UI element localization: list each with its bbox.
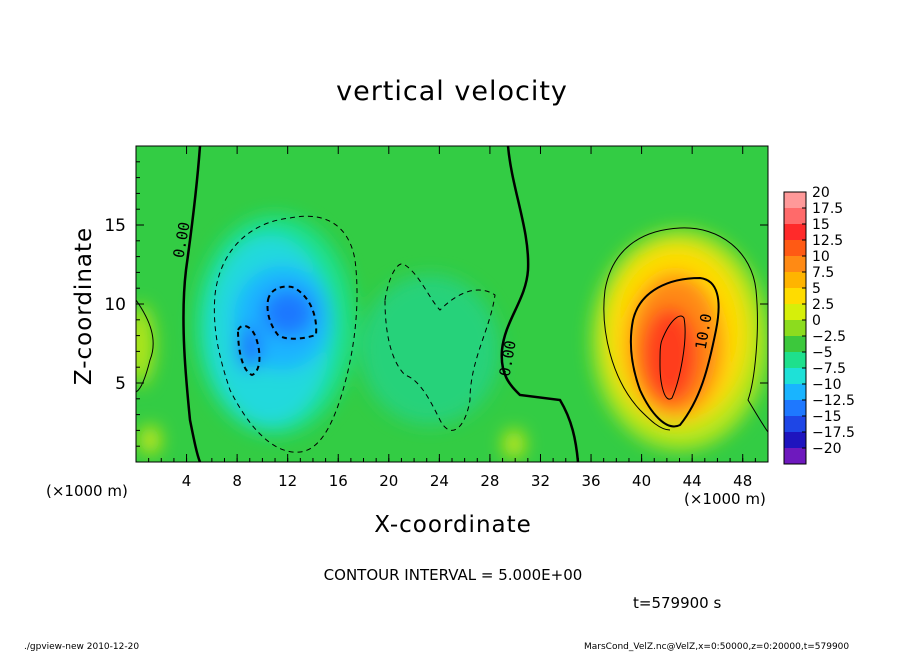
colorbar-swatch [784,368,806,385]
colorbar-label: 2.5 [812,297,834,313]
x-tick-label: 48 [733,472,752,490]
colorbar-swatch [784,384,806,401]
colorbar-label: 15 [812,217,830,233]
x-axis-label: X-coordinate [374,512,532,538]
colorbar-label: 17.5 [812,201,843,217]
five-contour-right [603,227,768,462]
x-unit-label-left: (×1000 m) [46,482,128,500]
downdraft-core-a [262,289,314,337]
footer-right: MarsCond_VelZ.nc@VelZ,x=0:50000,z=0:2000… [584,642,850,652]
y-axis-label: Z-coordinate [71,226,97,386]
y-tick-label: 15 [104,216,126,236]
colorbar-swatch [784,256,806,273]
time-label: t=579900 s [633,594,722,612]
zero-contour-mid [500,146,580,462]
colorbar-label: −10 [812,377,842,393]
updraft-red [642,307,698,403]
x-ticks: 4 8 12 16 20 24 28 32 36 40 44 48 [148,146,756,490]
left-updraft [136,305,154,385]
contour-label-layer: 0.00 0.00 10.0 [170,221,716,378]
y-tick-label: 10 [104,295,126,315]
colorbar-label: −15 [812,409,842,425]
footer-left: ./gpview-new 2010-12-20 [24,642,140,652]
downdraft-core-b [237,326,261,370]
colorbar-label: −12.5 [812,393,855,409]
contour-label: 0.00 [496,339,520,378]
colorbar-label: 12.5 [812,233,843,249]
minus-five-contour [213,215,358,453]
minus-five-contour-mid [384,263,496,431]
colorbar-label: 10 [812,249,830,265]
colorbar-swatch [784,400,806,417]
colorbar-label: 0 [812,313,821,329]
mid-updraft-low [504,430,524,458]
colorbar-swatch [784,416,806,433]
x-tick-label: 28 [480,472,499,490]
colorbar-swatch [784,352,806,369]
colorbar-swatch [784,432,806,449]
colorbar-swatch [784,192,806,209]
colorbar-label: −20 [812,441,842,457]
contour-interval-note: CONTOUR INTERVAL = 5.000E+00 [323,566,583,584]
colorbar-swatch [784,320,806,337]
x-tick-label: 32 [531,472,550,490]
colorbar-swatch [784,272,806,289]
x-unit-label-right: (×1000 m) [684,490,766,508]
x-tick-label: 16 [329,472,348,490]
minus-ten-contour-b [236,324,261,377]
x-tick-label: 12 [278,472,297,490]
fifteen-contour [659,315,686,400]
colorbar: 2017.51512.5107.552.50−2.5−5−7.5−10−12.5… [783,185,855,465]
x-tick-label: 4 [182,472,192,490]
zero-contour-left [182,146,202,462]
x-tick-label: 36 [581,472,600,490]
colorbar-swatch [784,224,806,241]
colorbar-swatch [784,336,806,353]
colorbar-label: 5 [812,281,821,297]
minus-ten-contour-a [266,285,318,340]
y-ticks: 5 10 15 [104,161,768,447]
colorbar-swatch [784,240,806,257]
chart-title: vertical velocity [336,76,568,107]
contour-label: 10.0 [692,312,716,351]
field-layer [136,215,768,458]
colorbar-label: −5 [812,345,833,361]
colorbar-label: −17.5 [812,425,855,441]
colorbar-swatch [784,288,806,305]
five-contour-left [136,299,154,393]
colorbar-label: 20 [812,185,830,201]
contour-label: 0.00 [170,221,194,260]
contour-lines [136,146,768,462]
x-tick-label: 24 [430,472,449,490]
ten-contour [629,276,720,428]
y-tick-label: 5 [115,374,126,394]
colorbar-swatch [784,448,806,465]
colorbar-swatch [784,304,806,321]
left-updraft-low [140,426,160,454]
colorbar-label: 7.5 [812,265,834,281]
x-tick-label: 8 [232,472,242,490]
colorbar-swatch [784,208,806,225]
colorbar-label: −2.5 [812,329,846,345]
colorbar-label: −7.5 [812,361,846,377]
x-tick-label: 40 [632,472,651,490]
x-tick-label: 44 [683,472,702,490]
weak-downdraft-mid [360,275,500,425]
colorbar-frame [783,191,807,465]
x-tick-label: 20 [379,472,398,490]
